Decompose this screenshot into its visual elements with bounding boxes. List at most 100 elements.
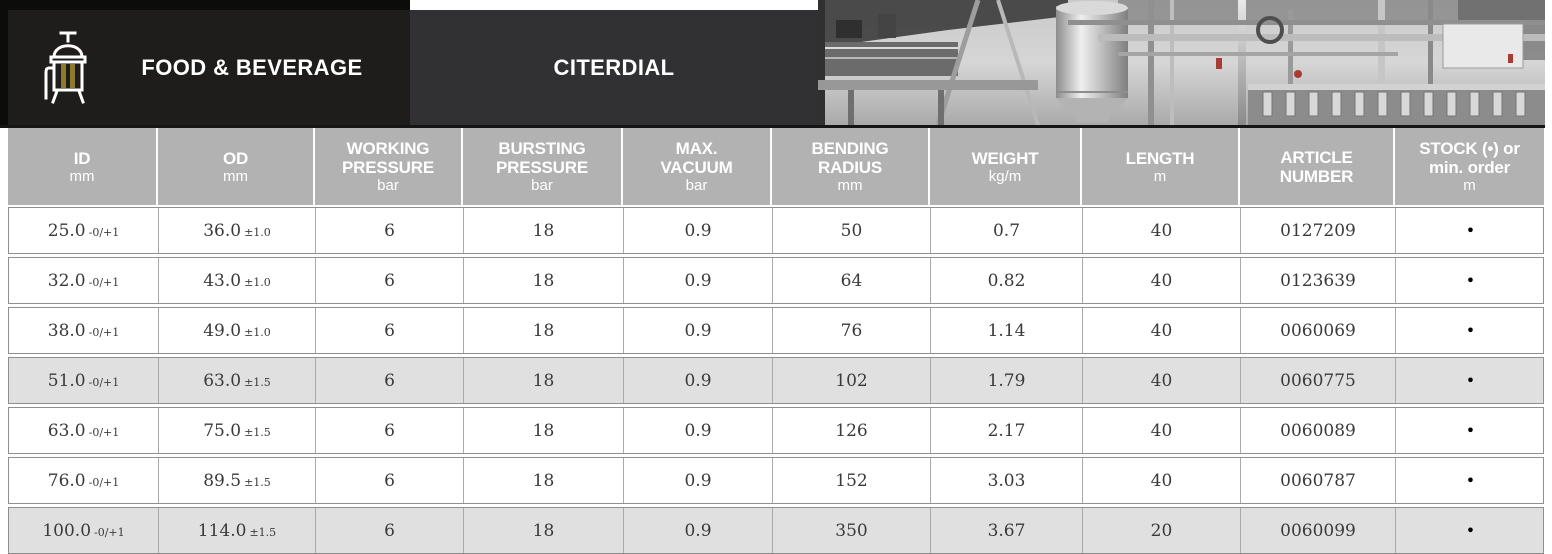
cell-weight: 1.79	[931, 358, 1083, 403]
tolerance: -0/+1	[88, 226, 120, 239]
cell-value: 51.0	[47, 370, 86, 391]
cell-stock: •	[1396, 508, 1545, 553]
cell-value: 3.03	[987, 470, 1026, 491]
cell-bursting-pressure: 18	[464, 208, 624, 253]
cell-max-vacuum: 0.9	[624, 258, 773, 303]
tolerance: ±1.5	[249, 526, 277, 539]
column-title: ARTICLE	[1280, 147, 1353, 167]
cell-article-number: 0060775	[1241, 358, 1396, 403]
cell-value: 89.5	[203, 470, 242, 491]
cell-value: 50	[840, 220, 863, 241]
column-header: STOCK (•) or min. order m	[1395, 128, 1544, 205]
column-header: ARTICLE NUMBER	[1240, 128, 1395, 205]
column-unit: bar	[531, 177, 553, 194]
cell-value: 0123639	[1280, 270, 1356, 291]
cell-bursting-pressure: 18	[464, 508, 624, 553]
column-header: MAX. VACUUM bar	[623, 128, 772, 205]
cell-value: 0.7	[992, 220, 1021, 241]
cell-weight: 2.17	[931, 408, 1083, 453]
cell-value: 350	[835, 520, 868, 541]
cell-od: 49.0 ±1.0	[159, 308, 316, 353]
table-row: 76.0 -0/+1 89.5 ±1.5 6 18 0.9 152 3.03 40 0060787 •	[8, 457, 1544, 504]
column-title: LENGTH	[1125, 148, 1195, 168]
cell-value: 64	[840, 270, 863, 291]
cell-value: 40	[1150, 370, 1173, 391]
band-divider	[0, 125, 1545, 128]
cell-stock: •	[1396, 358, 1545, 403]
tolerance: ±1.5	[244, 426, 271, 439]
cell-bending-radius: 64	[773, 258, 931, 303]
cell-value: 6	[384, 270, 395, 291]
column-title: WEIGHT	[971, 148, 1039, 168]
cell-value: 1.79	[987, 370, 1026, 391]
column-title: BURSTING	[498, 139, 586, 158]
cell-value: 6	[384, 220, 395, 241]
cell-value: 6	[384, 370, 395, 391]
column-title: VACUUM	[660, 158, 733, 177]
cell-od: 63.0 ±1.5	[159, 358, 316, 403]
column-title: STOCK (•) or	[1419, 139, 1520, 158]
stock-dot: •	[1465, 371, 1476, 390]
column-title: MAX.	[675, 139, 718, 158]
cell-article-number: 0127209	[1241, 208, 1396, 253]
cell-stock: •	[1396, 408, 1545, 453]
cell-article-number: 0060099	[1241, 508, 1396, 553]
column-header: BURSTING PRESSURE bar	[463, 128, 623, 205]
cell-value: 18	[532, 470, 555, 491]
cell-value: 3.67	[987, 520, 1026, 541]
cell-max-vacuum: 0.9	[624, 408, 773, 453]
cell-value: 126	[835, 420, 868, 441]
cell-bending-radius: 76	[773, 308, 931, 353]
cell-value: 32.0	[47, 270, 86, 291]
cell-length: 40	[1083, 258, 1241, 303]
column-title: PRESSURE	[342, 158, 434, 177]
product-title: CITERDIAL	[553, 54, 675, 80]
column-unit: m	[1153, 167, 1167, 185]
column-title: OD	[222, 148, 249, 168]
cell-value: 0.9	[684, 470, 712, 491]
column-header: BENDING RADIUS mm	[772, 128, 930, 205]
cell-weight: 3.67	[931, 508, 1083, 553]
cell-bending-radius: 350	[773, 508, 931, 553]
cell-value: 0.9	[684, 370, 712, 391]
cell-working-pressure: 6	[316, 508, 464, 553]
table-row: 38.0 -0/+1 49.0 ±1.0 6 18 0.9 76 1.14 40 0060069 •	[8, 307, 1544, 354]
cell-value: 49.0	[203, 320, 242, 341]
cell-value: 18	[532, 220, 555, 241]
cell-od: 89.5 ±1.5	[159, 458, 316, 503]
cell-stock: •	[1396, 308, 1545, 353]
cell-value: 0060099	[1280, 520, 1356, 541]
cell-bending-radius: 50	[773, 208, 931, 253]
column-unit: bar	[377, 177, 399, 194]
cell-value: 25.0	[47, 220, 86, 241]
cell-value: 6	[384, 520, 395, 541]
cell-value: 0060069	[1280, 320, 1356, 341]
table-row: 25.0 -0/+1 36.0 ±1.0 6 18 0.9 50 0.7 40 0127209 •	[8, 207, 1544, 254]
cell-id: 63.0 -0/+1	[9, 408, 159, 453]
cell-value: 0060775	[1280, 370, 1356, 391]
tolerance: -0/+1	[88, 426, 120, 439]
tolerance: -0/+1	[88, 326, 120, 339]
cell-article-number: 0060787	[1241, 458, 1396, 503]
table-body: 25.0 -0/+1 36.0 ±1.0 6 18 0.9 50 0.7 40 0127209 • 32…	[8, 207, 1544, 554]
column-unit: mm	[69, 167, 95, 185]
column-unit: m	[1463, 177, 1476, 194]
cell-working-pressure: 6	[316, 308, 464, 353]
cell-value: 75.0	[203, 420, 242, 441]
cell-bursting-pressure: 18	[464, 458, 624, 503]
cell-value: 43.0	[203, 270, 242, 291]
tolerance: -0/+1	[88, 376, 120, 389]
column-unit: mm	[223, 167, 248, 185]
cell-value: 6	[384, 470, 395, 491]
cell-value: 38.0	[47, 320, 86, 341]
cell-value: 76	[840, 320, 863, 341]
cell-bursting-pressure: 18	[464, 408, 624, 453]
stock-dot: •	[1465, 471, 1476, 490]
cell-id: 76.0 -0/+1	[9, 458, 159, 503]
tolerance: -0/+1	[94, 526, 125, 539]
column-header: WORKING PRESSURE bar	[315, 128, 463, 205]
cell-value: 0.9	[684, 420, 712, 441]
cell-value: 102	[835, 370, 868, 391]
cell-value: 63.0	[203, 370, 242, 391]
cell-article-number: 0060089	[1241, 408, 1396, 453]
